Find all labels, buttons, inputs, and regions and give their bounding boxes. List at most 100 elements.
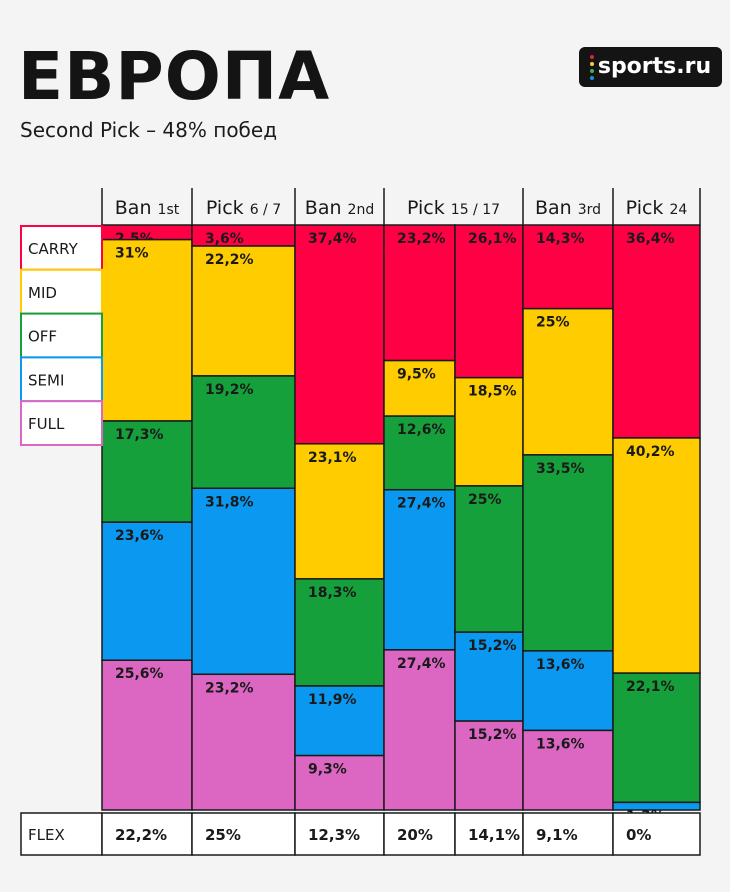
data-label: 23,2% [205,680,254,696]
column-header-sub: 3rd [578,202,601,218]
flex-value: 9,1% [536,826,578,844]
data-label: 33,5% [536,461,585,477]
segment-semi [191,487,296,676]
segment-off [454,485,524,633]
segment-semi [294,685,385,757]
legend-label: SEMI [28,371,64,389]
column-header-sub: 24 [669,202,687,218]
legend-label: MID [28,284,57,302]
logo-dot [589,61,594,66]
flex-value: 0% [626,826,651,844]
flex-value: 14,1% [468,826,520,844]
flex-value: 22,2% [115,826,167,844]
segment-carry [454,224,524,379]
segment-full [454,720,524,811]
column-header-sub: 6 / 7 [250,202,281,218]
segment-carry [612,224,701,439]
segment-mid [522,307,614,456]
segment-full [383,649,456,811]
column-header-sub: 2nd [348,202,375,218]
column-header-main: Ban [305,197,348,219]
segment-off [383,415,456,491]
segment-full [522,729,614,811]
data-label: 31,8% [205,494,254,510]
segment-mid [612,437,701,674]
data-label: 25% [468,492,502,508]
flex-cell [191,812,296,856]
logo-dots-icon [589,54,594,80]
flex-value: 20% [397,826,433,844]
data-label: 18,5% [468,384,517,400]
data-label: 9,5% [397,367,436,383]
column-header-sub: 1st [158,202,180,218]
segment-mid [454,376,524,487]
flex-cell [383,812,456,856]
column-header: Pick 24 [626,197,688,219]
data-label: 22,2% [205,252,254,268]
segment-mid [101,238,193,422]
data-label: 37,4% [308,231,357,247]
column-header: Ban 3rd [535,197,601,219]
data-label: 11,9% [308,692,357,708]
data-label: 26,1% [468,231,517,247]
data-label: 22,1% [626,679,675,695]
flex-label-box [20,812,103,856]
flex-value: 12,3% [308,826,360,844]
segment-full [294,754,385,811]
segment-full [191,673,296,811]
data-label: 17,3% [115,427,164,443]
segment-off [191,375,296,489]
page-title: ЕВРОПА [18,38,331,115]
legend-box-carry [20,225,103,271]
legend-label: FULL [28,415,65,433]
data-label: 9,3% [308,762,347,778]
flex-cell [612,812,701,856]
flex-value: 25% [205,826,241,844]
legend-box-semi [20,356,103,403]
segment-mid [383,359,456,417]
segment-semi [383,488,456,651]
column-header-main: Pick [206,197,250,219]
column-header-main: Pick [407,197,451,219]
data-label: 25,6% [115,666,164,682]
sports-ru-logo: sports.ru [579,47,722,87]
segment-mid [191,245,296,377]
column-header-sub: 15 / 17 [451,202,500,218]
data-label: 13,6% [536,736,585,752]
data-label: 14,3% [536,231,585,247]
data-label: 15,2% [468,727,517,743]
data-label: 23,6% [115,528,164,544]
segment-semi [101,521,193,661]
logo-dot [589,68,594,73]
data-label: 18,3% [308,585,357,601]
logo-text: sports.ru [597,54,712,79]
logo-dot [589,75,594,80]
data-label: 23,1% [308,450,357,466]
data-label: 36,4% [626,231,675,247]
data-label: 40,2% [626,444,675,460]
legend-box-off [20,312,103,359]
legend-label: OFF [28,328,57,346]
page-subtitle: Second Pick – 48% побед [20,118,278,142]
column-header: Pick 15 / 17 [407,197,500,219]
segment-carry [522,224,614,310]
data-label: 3,6% [205,231,244,247]
flex-cell [522,812,614,856]
data-label: 15,2% [468,638,517,654]
column-header-main: Ban [535,197,578,219]
data-label: 12,6% [397,422,446,438]
flex-cell [101,812,193,856]
data-label: 19,2% [205,382,254,398]
flex-label: FLEX [28,826,65,844]
column-header-main: Ban [115,197,158,219]
legend-label: CARRY [28,240,79,258]
flex-cell [294,812,385,856]
column-header-main: Pick [626,197,670,219]
segment-semi [454,631,524,722]
segment-semi [612,801,701,811]
segment-off [522,454,614,652]
segment-off [101,420,193,523]
data-label: 23,2% [397,231,446,247]
segment-full [101,659,193,811]
